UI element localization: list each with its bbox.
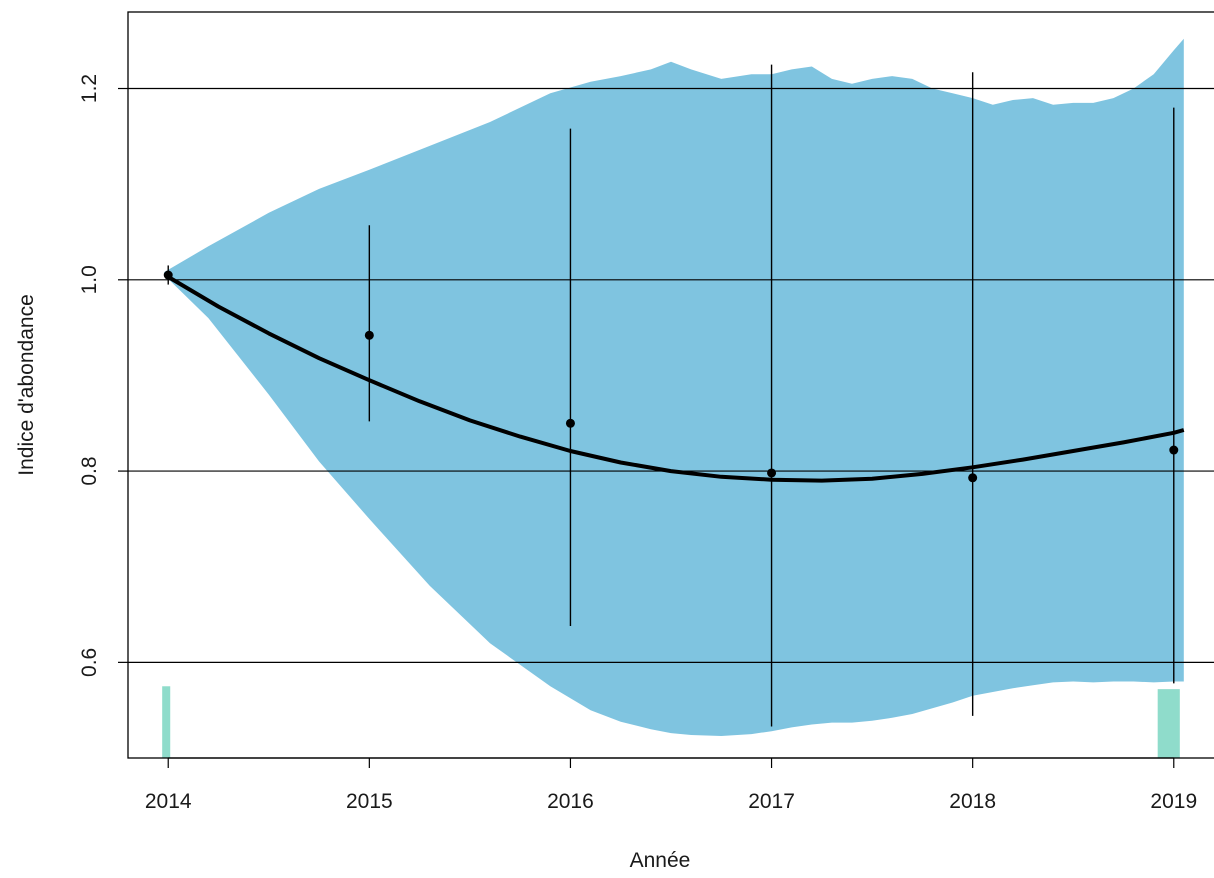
grid-layer — [128, 87, 1214, 663]
x-axis: 2014 2015 2016 2017 2018 2019 — [145, 757, 1197, 813]
rug-mark-0 — [162, 686, 171, 758]
y-tick-label-0: 0.6 — [78, 648, 101, 677]
y-axis-title: Indice d'abondance — [15, 294, 38, 476]
y-tick-label-3: 1.2 — [78, 74, 101, 103]
x-tick-label-4: 2018 — [949, 790, 996, 813]
rug-mark-1 — [1157, 689, 1180, 758]
error-bar-layer — [167, 64, 1175, 727]
confidence-band — [164, 38, 1184, 737]
trend-layer — [167, 275, 1185, 483]
data-point-5 — [1169, 445, 1179, 455]
data-point-0 — [163, 270, 173, 280]
trend-line — [167, 275, 1185, 483]
x-tick-label-1: 2015 — [346, 790, 393, 813]
x-tick-label-0: 2014 — [145, 790, 192, 813]
confidence-band-layer — [164, 38, 1184, 737]
data-point-3 — [767, 468, 777, 478]
x-tick-label-2: 2016 — [547, 790, 594, 813]
data-point-4 — [968, 473, 978, 483]
x-axis-title: Année — [630, 849, 691, 872]
y-tick-label-1: 0.8 — [78, 456, 101, 485]
x-tick-label-3: 2017 — [748, 790, 795, 813]
rug-layer — [162, 686, 1180, 758]
plot-region — [128, 38, 1214, 758]
y-axis: 0.6 0.8 1.0 1.2 — [78, 74, 128, 677]
data-point-1 — [364, 330, 374, 340]
y-tick-label-2: 1.0 — [78, 265, 101, 294]
point-layer — [163, 270, 1179, 483]
data-point-2 — [565, 418, 575, 428]
x-tick-label-5: 2019 — [1150, 790, 1197, 813]
